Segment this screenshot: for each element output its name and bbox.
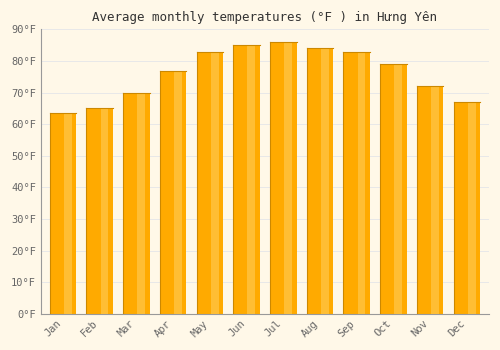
Bar xyxy=(248,45,256,314)
Bar xyxy=(123,93,150,314)
Bar xyxy=(431,86,439,314)
Bar xyxy=(64,113,72,314)
Bar xyxy=(100,108,108,314)
Bar xyxy=(86,108,113,314)
Bar xyxy=(321,48,328,314)
Bar xyxy=(394,64,402,314)
Bar xyxy=(174,70,182,314)
Bar xyxy=(210,51,218,314)
Bar xyxy=(196,51,223,314)
Bar xyxy=(307,48,333,314)
Bar xyxy=(137,93,145,314)
Bar xyxy=(50,113,76,314)
Bar xyxy=(160,70,186,314)
Bar xyxy=(270,42,296,314)
Bar xyxy=(468,102,475,314)
Bar xyxy=(358,51,366,314)
Bar xyxy=(284,42,292,314)
Bar xyxy=(234,45,260,314)
Bar xyxy=(344,51,370,314)
Bar xyxy=(454,102,480,314)
Bar xyxy=(417,86,444,314)
Bar xyxy=(380,64,406,314)
Title: Average monthly temperatures (°F ) in Hưng Yên: Average monthly temperatures (°F ) in Hư… xyxy=(92,11,438,24)
